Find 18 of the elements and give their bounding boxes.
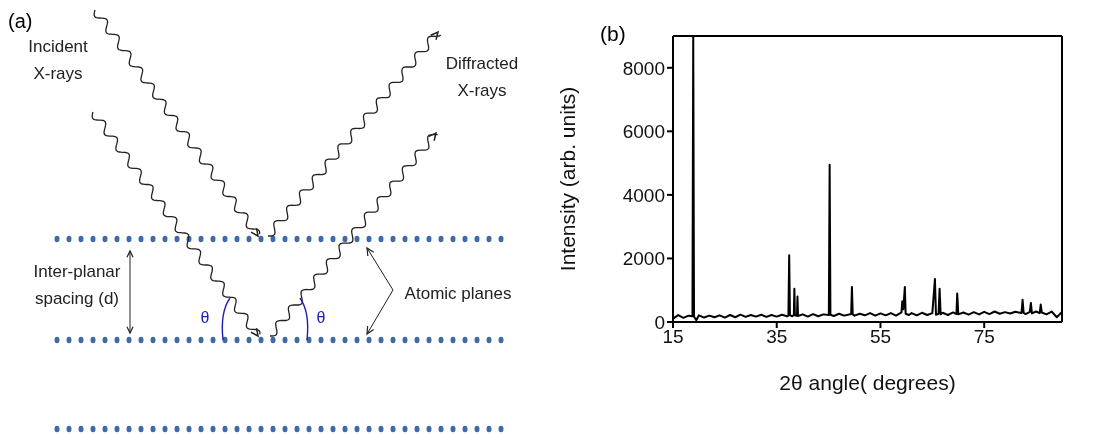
text: Atomic planes [403, 283, 513, 305]
text: Inter-planar spacing (d) [32, 261, 122, 311]
y-tick-label: 2000 [622, 248, 665, 270]
chart-title: (b) [600, 22, 626, 46]
y-tick-label: 8000 [622, 57, 665, 79]
x-axis-title: 2θ angle( degrees) [779, 371, 956, 394]
text: θ [315, 308, 327, 328]
text: Diffracted X-rays [444, 53, 520, 103]
text: (a) [8, 10, 33, 33]
y-tick-label: 4000 [622, 184, 665, 206]
x-tick-label: 75 [973, 326, 995, 348]
x-tick-label: 55 [869, 326, 892, 348]
y-axis-title: Intensity (arb. units) [556, 86, 580, 272]
text: Incident X-rays [27, 36, 89, 86]
x-tick-label: 35 [766, 326, 788, 348]
y-tick-label: 6000 [622, 121, 665, 143]
y-tick-label: 0 [654, 311, 665, 333]
text: θ [199, 308, 211, 328]
